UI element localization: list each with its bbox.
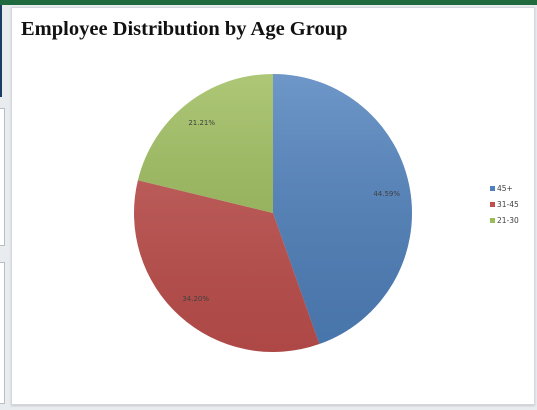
left-edge-strip: [0, 5, 2, 97]
legend-label-21-30: 21-30: [497, 216, 519, 225]
chart-panel: Employee Distribution by Age Group 44.59…: [11, 7, 535, 405]
data-label-45: 44.59%: [373, 190, 400, 198]
legend-label-45: 45+: [497, 184, 513, 193]
legend: 45+ 31-45 21-30: [490, 184, 519, 225]
data-label-21-30: 21.21%: [188, 119, 215, 127]
side-panel: [0, 262, 5, 404]
data-label-31-45: 34.20%: [182, 295, 209, 303]
legend-label-31-45: 31-45: [497, 200, 519, 209]
legend-swatch-31-45: [490, 202, 495, 207]
legend-swatch-45: [490, 186, 495, 191]
chart-title: Employee Distribution by Age Group: [21, 18, 348, 40]
pie-shading: [134, 74, 412, 352]
top-accent-bar: [0, 0, 537, 5]
side-panel: [0, 108, 5, 246]
legend-swatch-21-30: [490, 218, 495, 223]
pie-chart: 44.59% 34.20% 21.21% 45+ 31-45 21-30: [133, 74, 519, 353]
